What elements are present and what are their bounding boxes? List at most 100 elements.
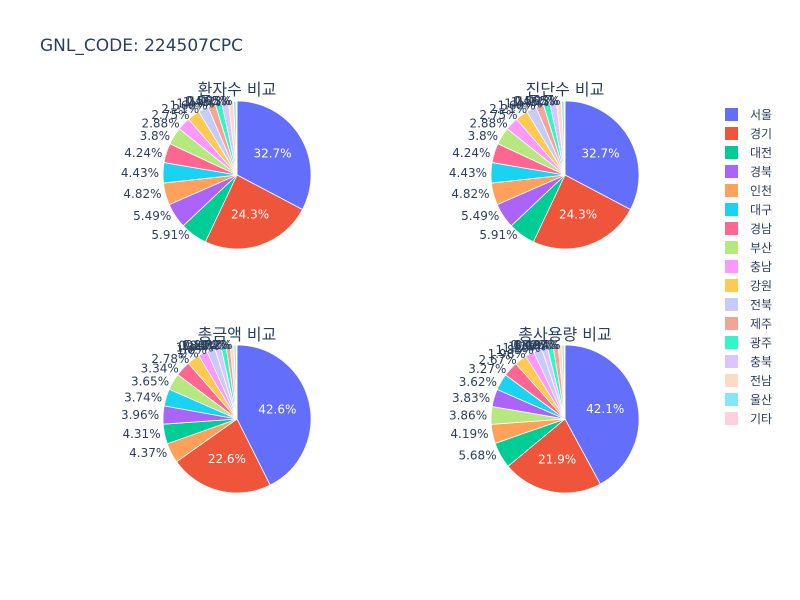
slice-value-label: 2.75% [479,108,517,122]
legend-label: 광주 [750,336,772,350]
slice-value-label: 0.195% [187,94,233,108]
slice-value-label: 0.487% [513,338,559,352]
slice-value-label: 2.67% [478,353,516,367]
slice-value-label: 0.806% [510,338,556,352]
slice-value-label: 3.8% [140,129,171,143]
legend-item[interactable]: 대전 [725,146,772,160]
legend-item[interactable]: 경남 [725,222,772,236]
slice-value-label: 42.1% [586,402,624,416]
slice-value-label: 32.7% [581,147,619,161]
legend-item[interactable]: 강원 [725,279,772,293]
slice-value-label: 1.43% [183,95,221,109]
legend-item[interactable]: 충남 [725,260,772,274]
slice-value-label: 0.814% [182,338,228,352]
pie-panel-4: 총사용량 비교 42.1% 21.9% 5.68% 4.19% 3.86% 3.83% 3.6… [449,325,640,494]
legend-item[interactable]: 경북 [725,165,772,179]
slice-value-label: 5.68% [458,448,496,462]
slice-value-label: 3.96% [121,408,159,422]
slice-value-label: 3.27% [468,362,506,376]
slice-value-label: 1.43% [176,96,214,110]
legend-item[interactable]: 충북 [725,355,772,369]
slice-value-label: 2.88% [141,117,179,131]
slice-value-label: 1.34% [176,341,214,355]
legend-label: 제주 [750,317,772,331]
slice-value-label: 4.31% [122,427,160,441]
legend-label: 인천 [750,183,772,198]
slice-value-label: 1.43% [504,96,542,110]
legend-swatch [725,279,738,292]
legend-item[interactable]: 기타 [725,412,772,426]
legend-label: 기타 [750,412,772,426]
pie-slice [563,100,566,176]
slice-value-label: 5.91% [479,228,517,242]
legend-item[interactable]: 울산 [725,393,772,407]
slice-value-label: 4.24% [124,146,162,160]
legend-swatch [725,108,738,121]
slice-value-label: 4.19% [450,427,488,441]
pie-slice [507,418,601,494]
slice-value-label: 1.29% [502,341,540,355]
legend-label: 강원 [750,279,772,293]
legend-swatch [725,127,738,140]
pie-title: 총사용량 비교 [518,325,611,344]
pie-slice [176,418,271,494]
slice-value-label: 1.96% [488,347,526,361]
pie-title: 총금액 비교 [198,325,277,344]
pie-title: 진단수 비교 [526,80,605,99]
legend-item[interactable]: 인천 [725,183,772,198]
legend-item[interactable]: 전남 [725,374,772,388]
slice-value-label: 3.74% [124,390,162,404]
slice-value-label: 2.21% [161,102,199,116]
pie-slice [235,344,238,420]
slice-value-label: 3.62% [459,375,497,389]
slice-value-label: 1.11% [189,94,227,108]
legend-item[interactable]: 부산 [725,241,772,255]
pie-slice [235,100,238,176]
legend-swatch [725,393,738,406]
pie-slice [564,344,640,485]
pie-title: 환자수 비교 [198,80,277,99]
slice-value-label: 2.21% [489,102,527,116]
legend-label: 전남 [750,374,772,388]
pie-slice [532,174,632,250]
legend-swatch [725,203,738,216]
slice-value-label: 1.09% [513,339,551,353]
legend-swatch [725,374,738,387]
slice-value-label: 1.11% [517,94,555,108]
slice-value-label: 4.43% [449,166,487,180]
legend-label: 충남 [750,260,772,274]
legend-item[interactable]: 제주 [725,317,772,331]
slice-value-label: 1.25% [508,340,546,354]
legend-item[interactable]: 경기 [725,127,772,141]
legend-item[interactable]: 서울 [725,108,772,122]
legend-swatch [725,184,738,197]
slice-value-label: 21.9% [538,453,576,467]
slice-value-label: 0.565% [513,94,559,108]
legend-swatch [725,317,738,330]
slice-value-label: 4.37% [129,446,167,460]
legend-item[interactable]: 대구 [725,203,772,217]
pie-slice [236,100,312,211]
slice-value-label: 2% [180,346,199,360]
legend-swatch [725,241,738,254]
pie-slice [564,100,640,211]
legend-label: 대전 [750,146,772,160]
slice-value-label: 3.83% [452,391,490,405]
pie-panel-1: 환자수 비교 32.7% 24.3% 5.91% 5.49% 4.82% 4.43% 4.24… [121,80,312,250]
slice-value-label: 4.24% [452,146,490,160]
slice-value-label: 5.91% [151,228,189,242]
legend-item[interactable]: 광주 [725,336,772,350]
slice-value-label: 0.565% [185,94,231,108]
slice-value-label: 1.43% [511,95,549,109]
slice-value-label: 0.194% [515,338,561,352]
slice-value-label: 2.78% [151,352,189,366]
legend-label: 서울 [750,108,772,122]
legend-label: 경남 [750,222,772,236]
legend-item[interactable]: 전북 [725,298,772,312]
slice-value-label: 24.3% [559,207,597,221]
pie-slice [236,344,312,486]
slice-value-label: 5.49% [461,209,499,223]
slice-value-label: 2.88% [469,117,507,131]
slice-value-label: 0.2% [202,338,233,352]
